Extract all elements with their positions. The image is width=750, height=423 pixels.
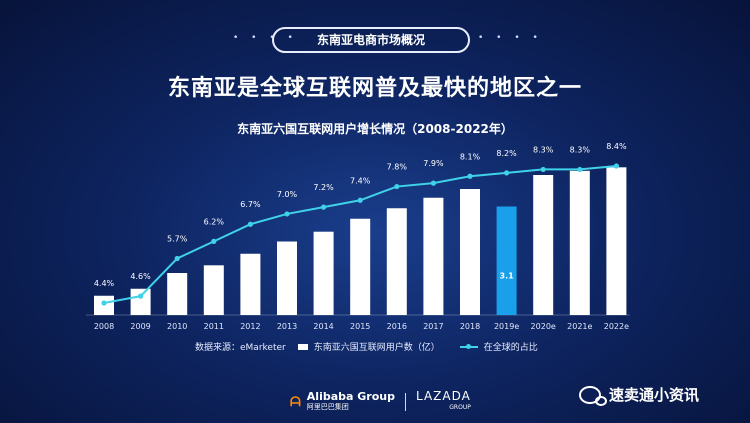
bar-2015 [350, 218, 371, 315]
share-label: 8.3% [570, 145, 591, 154]
share-label: 7.4% [350, 176, 371, 185]
alibaba-logo-icon: ᗩ [290, 394, 301, 410]
x-tick-label: 2018 [460, 322, 480, 331]
share-point-2009 [138, 293, 144, 299]
brand-name: 速卖通小资讯 [609, 386, 700, 404]
lazada-sub: GROUP [449, 404, 471, 411]
x-tick-label: 2016 [387, 322, 407, 331]
partner-logos: ᗩ Alibaba Group 阿里巴巴集团 LAZADA GROUP [290, 389, 471, 413]
share-point-2017 [430, 180, 436, 186]
share-label: 5.7% [167, 234, 188, 243]
alibaba-name-cn: 阿里巴巴集团 [306, 403, 349, 411]
bar-2012 [240, 253, 261, 315]
x-tick-label: 2013 [277, 322, 297, 331]
bar-2022e [606, 167, 627, 315]
x-tick-label: 2008 [94, 322, 114, 331]
lazada-name: LAZADA [416, 389, 471, 403]
share-label: 7.0% [277, 190, 298, 199]
decorative-dots-left: • • • • [233, 33, 298, 43]
share-point-2010 [174, 255, 180, 262]
chart-legend: 数据来源：eMarketer 东南亚六国互联网用户数（亿） 在全球的占比 [195, 340, 538, 353]
page-title: 东南亚是全球互联网普及最快的地区之一 [167, 76, 582, 101]
wechat-brand: 速卖通小资讯 [579, 384, 700, 406]
share-label: 7.9% [423, 159, 444, 168]
share-point-2012 [247, 221, 253, 227]
share-label: 6.7% [240, 200, 261, 209]
share-point-2018 [467, 173, 473, 179]
x-tick-label: 2012 [240, 322, 260, 331]
share-label: 4.6% [130, 272, 151, 281]
share-label: 8.4% [606, 142, 627, 151]
share-point-2011 [211, 238, 217, 244]
share-label: 7.8% [387, 163, 408, 172]
decorative-dots-right: • • • • [478, 33, 543, 43]
x-tick-label: 2010 [167, 322, 187, 331]
alibaba-logo: Alibaba Group 阿里巴巴集团 [307, 391, 395, 413]
data-source: 数据来源：eMarketer [195, 343, 286, 353]
lazada-logo: LAZADA GROUP [416, 389, 471, 413]
share-label: 8.3% [533, 145, 554, 154]
share-point-2019e [504, 170, 510, 176]
bar-2019e [496, 206, 517, 315]
x-tick-label: 2011 [204, 322, 224, 331]
bar-2021e [569, 170, 590, 315]
bar-2018 [460, 189, 480, 315]
bar-2013 [277, 241, 297, 315]
share-point-2008 [101, 300, 107, 306]
share-label: 8.2% [496, 149, 517, 158]
bar-2009 [130, 288, 151, 315]
logo-divider [405, 393, 406, 411]
bar-2020e [533, 175, 554, 315]
legend-bar-label: 东南亚六国互联网用户数（亿） [313, 343, 440, 353]
alibaba-name: Alibaba Group [306, 390, 395, 403]
share-label: 7.2% [313, 183, 334, 192]
chart-title: 东南亚六国互联网用户增长情况（2008-2022年） [237, 122, 513, 136]
legend-line-swatch [459, 343, 478, 349]
legend-line-label: 在全球的占比 [483, 343, 538, 353]
x-tick-label: 2022e [604, 322, 629, 331]
x-tick-label: 2009 [130, 322, 150, 331]
share-point-2015 [357, 197, 363, 203]
x-tick-label: 2014 [313, 322, 333, 331]
bar-2011 [203, 265, 224, 315]
share-point-2013 [284, 211, 290, 217]
bar-2017 [423, 197, 444, 315]
share-label: 8.1% [460, 152, 481, 161]
share-label: 6.2% [204, 217, 225, 226]
share-point-2020e [540, 166, 546, 173]
section-badge: 东南亚电商市场概况 [272, 27, 470, 53]
share-label: 4.4% [94, 279, 115, 288]
share-point-2021e [577, 166, 583, 173]
x-tick-label: 2020e [531, 322, 556, 331]
share-point-2014 [321, 204, 327, 210]
wechat-icon [579, 385, 607, 406]
x-tick-label: 2017 [423, 322, 443, 331]
bar-2016 [386, 208, 407, 315]
legend-bar-swatch [297, 343, 308, 350]
share-point-2022e [613, 163, 620, 169]
x-tick-label: 2019e [494, 322, 519, 331]
bar-value-label: 3.1 [500, 272, 515, 281]
x-tick-label: 2015 [350, 322, 370, 331]
x-tick-label: 2021e [567, 322, 592, 331]
bar-2014 [313, 231, 334, 315]
share-point-2016 [394, 183, 400, 190]
bar-2010 [167, 273, 188, 315]
